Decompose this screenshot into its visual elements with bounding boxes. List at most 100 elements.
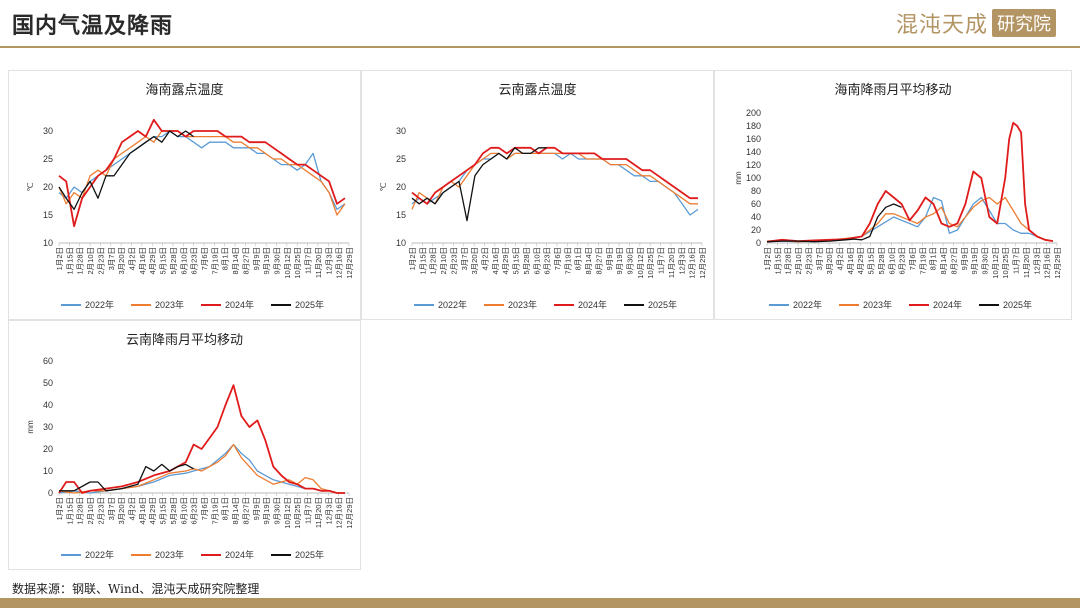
- series-line-2023: [58, 443, 345, 494]
- y-tick-label: 20: [43, 444, 53, 454]
- x-tick-label: 5月28日: [169, 247, 178, 275]
- x-tick-label: 7月6日: [553, 247, 562, 270]
- x-tick-label: 1月2日: [55, 247, 64, 270]
- x-tick-label: 9月9日: [960, 247, 969, 270]
- x-tick-label: 6月23日: [898, 247, 907, 275]
- x-tick-label: 2月10日: [439, 247, 448, 275]
- chart-title: 云南降雨月平均移动: [125, 333, 243, 348]
- series-line-2022: [58, 130, 346, 211]
- x-tick-label: 10月12日: [636, 247, 645, 279]
- x-tick-label: 10月12日: [283, 247, 292, 279]
- x-tick-label: 11月20日: [667, 247, 676, 278]
- x-tick-label: 12月16日: [1043, 247, 1052, 279]
- x-tick-label: 10月12日: [283, 497, 292, 529]
- x-tick-label: 2月23日: [804, 247, 813, 275]
- x-tick-label: 3月7日: [460, 247, 469, 270]
- legend-label: 2023年: [508, 299, 537, 310]
- x-tick-label: 9月19日: [262, 497, 271, 525]
- x-tick-label: 2月23日: [96, 497, 105, 525]
- y-axis-label: mm: [734, 171, 743, 185]
- x-tick-label: 3月20日: [117, 497, 126, 525]
- x-tick-label: 8月27日: [241, 497, 250, 525]
- chart-svg: 0 20 40 60 80 100 120 140 160 180 200 mm 1月2日 1月15日 1月…: [734, 108, 1062, 310]
- x-tick-label: 8月1日: [221, 247, 230, 270]
- y-tick-label: 10: [43, 238, 53, 248]
- y-tick-label: 60: [43, 356, 53, 366]
- y-tick-label: 40: [43, 400, 53, 410]
- x-tick-label: 8月14日: [584, 247, 593, 275]
- x-tick-label: 12月16日: [335, 497, 344, 529]
- x-tick-label: 9月30日: [273, 247, 282, 275]
- x-tick-label: 10月12日: [991, 247, 1000, 279]
- legend-label: 2024年: [578, 299, 607, 310]
- x-tick-label: 6月23日: [190, 497, 199, 525]
- x-tick-label: 4月2日: [128, 247, 137, 270]
- y-tick-label: 30: [43, 422, 53, 432]
- x-tick-label: 5月15日: [512, 247, 521, 275]
- x-tick-label: 9月19日: [615, 247, 624, 275]
- x-tick-label: 12月16日: [335, 247, 344, 279]
- series-line-2025: [59, 463, 194, 492]
- x-tick-label: 12月3日: [324, 497, 333, 525]
- x-tick-label: 3月7日: [107, 247, 116, 270]
- x-tick-label: 6月10日: [179, 497, 188, 525]
- y-tick-label: 15: [43, 210, 53, 220]
- x-tick-label: 3月20日: [825, 247, 834, 275]
- x-tick-label: 8月1日: [929, 247, 938, 270]
- x-tick-label: 11月20日: [1022, 247, 1031, 278]
- legend-label: 2022年: [85, 299, 114, 310]
- series-line-2024: [58, 384, 345, 494]
- x-tick-label: 1月28日: [429, 247, 438, 275]
- x-tick-label: 12月3日: [324, 247, 333, 275]
- x-tick-label: 11月7日: [1012, 247, 1021, 274]
- y-tick-label: 0: [756, 238, 761, 248]
- legend-label: 2023年: [863, 299, 892, 310]
- y-tick-label: 30: [396, 126, 406, 136]
- x-tick-label: 12月29日: [1053, 247, 1062, 279]
- legend-label: 2025年: [295, 299, 324, 310]
- chart-svg: 10 15 20 25 30 ℃ 1月2日 1月15日 1月28日 2月10日 2月23日 3月7日 3…: [379, 126, 707, 310]
- x-tick-label: 12月29日: [698, 247, 707, 279]
- series-line-2024: [58, 118, 346, 228]
- y-tick-label: 80: [751, 186, 761, 196]
- x-tick-label: 9月30日: [981, 247, 990, 275]
- x-tick-label: 6月23日: [190, 247, 199, 275]
- x-tick-label: 12月29日: [345, 497, 354, 529]
- x-tick-label: 4月2日: [836, 247, 845, 270]
- header-divider: [0, 46, 1080, 48]
- legend-label: 2025年: [295, 549, 324, 560]
- x-tick-label: 4月16日: [846, 247, 855, 275]
- x-tick-label: 4月2日: [128, 497, 137, 520]
- x-tick-label: 9月9日: [252, 497, 261, 520]
- x-tick-label: 7月19日: [563, 247, 572, 275]
- y-tick-label: 120: [746, 160, 761, 170]
- y-tick-label: 25: [43, 154, 53, 164]
- x-tick-label: 6月10日: [887, 247, 896, 275]
- x-tick-label: 10月25日: [293, 497, 302, 529]
- x-tick-label: 1月15日: [65, 497, 74, 525]
- y-axis-label: mm: [26, 420, 35, 434]
- y-tick-label: 15: [396, 210, 406, 220]
- x-tick-label: 9月9日: [605, 247, 614, 270]
- chart-panel-hainan-dewpoint: 海南露点温度 10 15 20 25 30 ℃ 1月2日 1月15日 1月28日 2月10日 2月2…: [8, 70, 361, 320]
- x-tick-label: 10月25日: [646, 247, 655, 279]
- x-tick-label: 11月20日: [314, 497, 323, 528]
- x-tick-label: 2月23日: [96, 247, 105, 275]
- chart-title: 海南露点温度: [145, 83, 224, 98]
- y-tick-label: 200: [746, 108, 761, 118]
- x-tick-label: 6月10日: [532, 247, 541, 275]
- chart-panel-yunnan-rain: 云南降雨月平均移动 0 10 20 30 40 50 60 mm 1月2日 1月15日 1月28日 2…: [8, 320, 361, 570]
- x-tick-label: 10月25日: [1001, 247, 1010, 279]
- chart-title: 海南降雨月平均移动: [834, 83, 952, 98]
- x-tick-label: 4月29日: [856, 247, 865, 275]
- y-tick-label: 180: [746, 121, 761, 131]
- series-line-2025: [58, 130, 194, 211]
- x-tick-label: 1月28日: [76, 497, 85, 525]
- x-tick-label: 9月19日: [970, 247, 979, 275]
- x-tick-label: 12月29日: [345, 247, 354, 279]
- series-line-2024: [766, 121, 1054, 243]
- x-tick-label: 4月29日: [501, 247, 510, 275]
- logo-text: 混沌天成: [895, 13, 988, 38]
- x-tick-label: 2月23日: [449, 247, 458, 275]
- x-tick-label: 7月6日: [200, 247, 209, 270]
